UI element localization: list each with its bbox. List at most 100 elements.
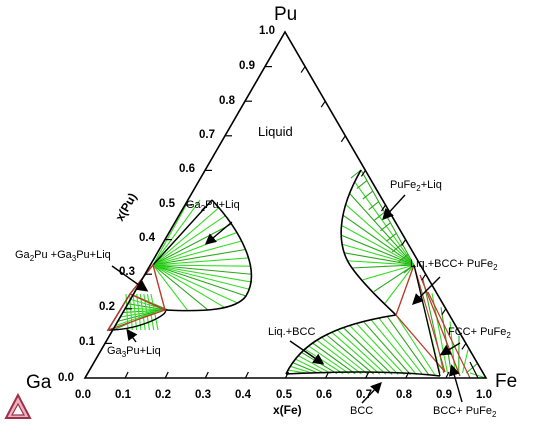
pu-tick-0: 0.0 [58,372,74,384]
tie-line [152,264,252,283]
tie-line [326,334,374,375]
pu-tick-10: 1.0 [259,25,275,37]
tie-line [354,181,415,266]
tie-line [374,211,385,221]
tie-line [316,339,362,375]
arrow-ga2pu-liq [204,221,233,245]
tie-line [370,319,418,376]
pu-tick-6: 0.6 [179,163,195,175]
tick-right [320,100,326,108]
tie-line [341,224,415,266]
tie-line [331,331,381,375]
pu-tick-5: 0.5 [159,198,176,210]
tie-line [341,243,415,266]
fe-tick-8: 0.8 [396,389,413,401]
arrow-bcc-pufe2 [448,364,463,403]
pu-tick-3: 0.3 [119,266,135,278]
corner-label-fe: Fe [495,371,517,392]
tie-line [349,325,399,375]
fe-tick-1: 0.1 [115,389,132,401]
tie-line [152,264,252,275]
tie-line [152,215,226,266]
liquid-region-label: Liquid [258,124,293,139]
boundary-ga2pu-liq-upper [152,199,213,266]
tie-lines [112,169,487,379]
tick-marks [105,65,467,379]
corner-label-pu: Pu [274,4,297,25]
tick-bottom [445,371,450,379]
tie-line [397,254,409,263]
tie-line [342,214,415,266]
pu-tick-labels: 0.0 0.1 0.2 0.3 0.4 0.5 0.6 0.7 0.8 0.9 … [58,25,275,384]
boundary-liq-bcc [285,314,397,375]
pu-tick-8: 0.8 [219,95,236,107]
software-logo [4,392,32,419]
tie-line [152,264,209,311]
arrow-bcc [361,381,382,404]
tie-line [362,190,374,200]
tie-line [295,358,325,374]
tie-line [152,201,189,266]
tie-line [150,293,159,331]
tie-line [152,264,189,311]
fe-axis-label: x(Fe) [273,403,302,417]
tick-bottom [405,371,410,379]
pu-tick-7: 0.7 [199,129,215,141]
tie-line [321,336,368,375]
tie-line [152,223,232,266]
ga3pu-liq-label: Ga3Pu+Liq [107,345,161,359]
tie-line [461,349,469,374]
fe-tick-labels: 0.0 0.1 0.2 0.3 0.4 0.5 0.6 0.7 0.8 0.9 … [75,389,492,401]
liq-bcc-label: Liq.+BCC [268,326,315,338]
tick-right [300,66,306,73]
boundary-bcc-pufe2 [413,264,441,377]
tick-right [340,135,346,143]
three-phase-ga2pu-ga3pu-liq [128,263,167,312]
tie-line [385,232,397,242]
fe-tick-7: 0.7 [356,389,372,401]
arrow-fcc-pufe2 [439,342,461,356]
tie-line [152,264,251,267]
fe-tick-2: 0.2 [155,389,171,401]
boundary-ga2pu-liq [164,199,253,312]
tick-right [401,239,407,246]
tie-line [391,243,403,253]
tie-line [356,180,368,189]
tie-line [152,264,238,304]
tie-line [152,231,238,266]
tie-line [347,260,415,266]
tick-bottom [325,371,330,379]
tick-bottom [284,371,290,379]
tie-line [395,314,436,376]
ga2pu-ga3pu-liq-label: Ga2Pu +Ga3Pu+Liq [15,249,111,263]
tie-line [363,321,411,376]
arrow-ga2pu-ga3pu-liq [111,265,149,292]
tie-line [152,240,242,266]
fcc-pufe2-label: FCC+ PuFe2 [448,326,511,340]
tick-bottom [365,371,370,379]
ga2pu-liq-label: Ga2Pu+Liq [186,199,240,213]
tie-line [386,316,430,376]
tie-line [344,252,415,266]
tie-line [152,264,247,297]
pu-axis-label: x(Pu) [112,191,139,224]
tie-line [351,264,415,269]
tie-line [380,222,391,232]
three-phase-ga3pu [106,293,166,332]
tie-line [368,201,380,211]
tie-line [378,317,424,376]
tie-line [312,342,356,375]
pu-tick-9: 0.9 [239,60,255,72]
tie-line [336,329,387,375]
arrow-ga3pu-liq [126,328,138,343]
pufe2-liq-label: PuFe2+Liq [390,179,442,193]
tie-line [152,264,250,290]
tie-line [373,264,415,292]
three-phase-bcc-fcc [419,274,461,377]
pu-tick-4: 0.4 [139,232,156,244]
corner-label-ga: Ga [26,372,52,393]
three-phase-liq-bcc-pufe2 [395,264,446,373]
tick-bottom [164,371,169,379]
arrow-pufe2-liq [382,194,406,221]
